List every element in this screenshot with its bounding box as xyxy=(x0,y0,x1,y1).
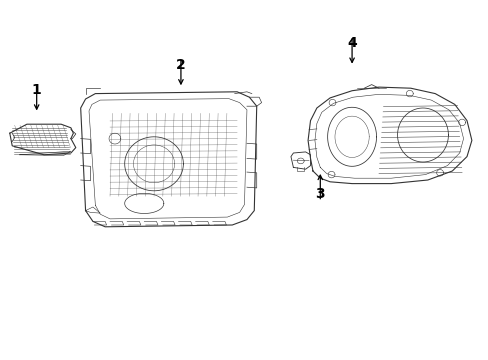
Text: 2: 2 xyxy=(176,58,185,72)
Text: 3: 3 xyxy=(315,188,325,201)
Text: 1: 1 xyxy=(32,83,41,97)
Text: 4: 4 xyxy=(346,36,356,50)
